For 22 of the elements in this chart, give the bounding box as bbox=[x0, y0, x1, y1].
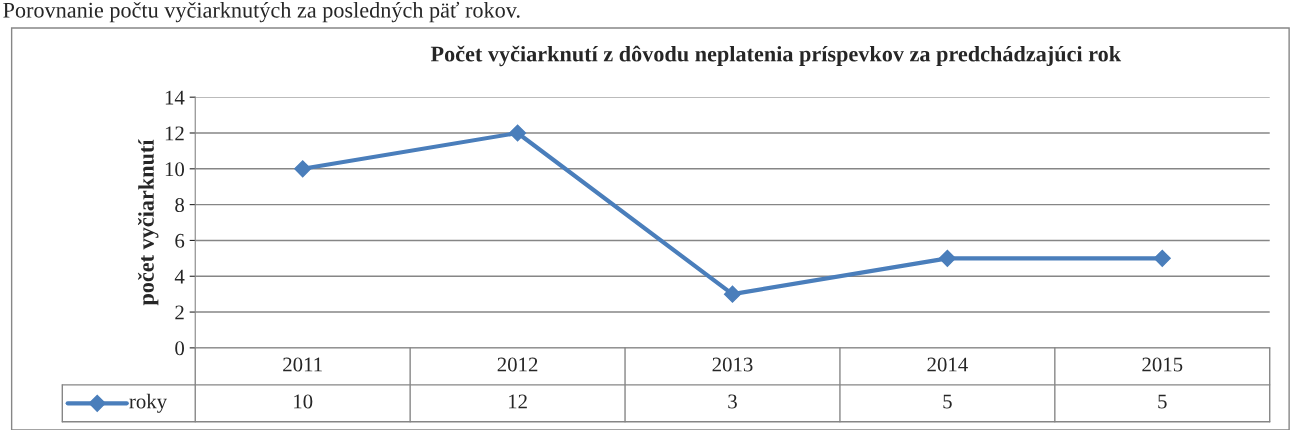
data-label: 12 bbox=[509, 394, 527, 409]
y-tick-label: 10 bbox=[165, 162, 185, 177]
y-tick-label: 14 bbox=[165, 90, 185, 105]
y-tick-label: 2 bbox=[175, 305, 184, 320]
legend-label: roky bbox=[129, 393, 168, 413]
x-tick-label: 2014 bbox=[927, 357, 968, 372]
y-tick-label: 0 bbox=[175, 341, 185, 356]
y-tick-label: 6 bbox=[175, 233, 185, 248]
data-label: 3 bbox=[728, 394, 737, 409]
y-tick-label: 4 bbox=[174, 269, 185, 284]
data-label: 5 bbox=[1158, 394, 1167, 409]
x-tick-label: 2013 bbox=[712, 357, 753, 372]
x-tick-label: 2011 bbox=[283, 357, 322, 372]
text: Porovnanie počtu vyčiarknutých za posledných päť rokov. bbox=[3, 1, 520, 23]
x-tick-label: 2012 bbox=[497, 357, 538, 372]
y-axis-title: počet vyčiarknutí bbox=[137, 139, 159, 306]
data-label: 5 bbox=[943, 394, 952, 409]
chart-title: Počet vyčiarknutí z dôvodu neplatenia príspevkov za predchádzajúci rok bbox=[430, 45, 1122, 67]
x-tick-label: 2015 bbox=[1142, 357, 1183, 372]
y-tick-label: 8 bbox=[175, 197, 185, 213]
data-label: 10 bbox=[294, 394, 313, 409]
y-tick-label: 12 bbox=[165, 126, 184, 141]
